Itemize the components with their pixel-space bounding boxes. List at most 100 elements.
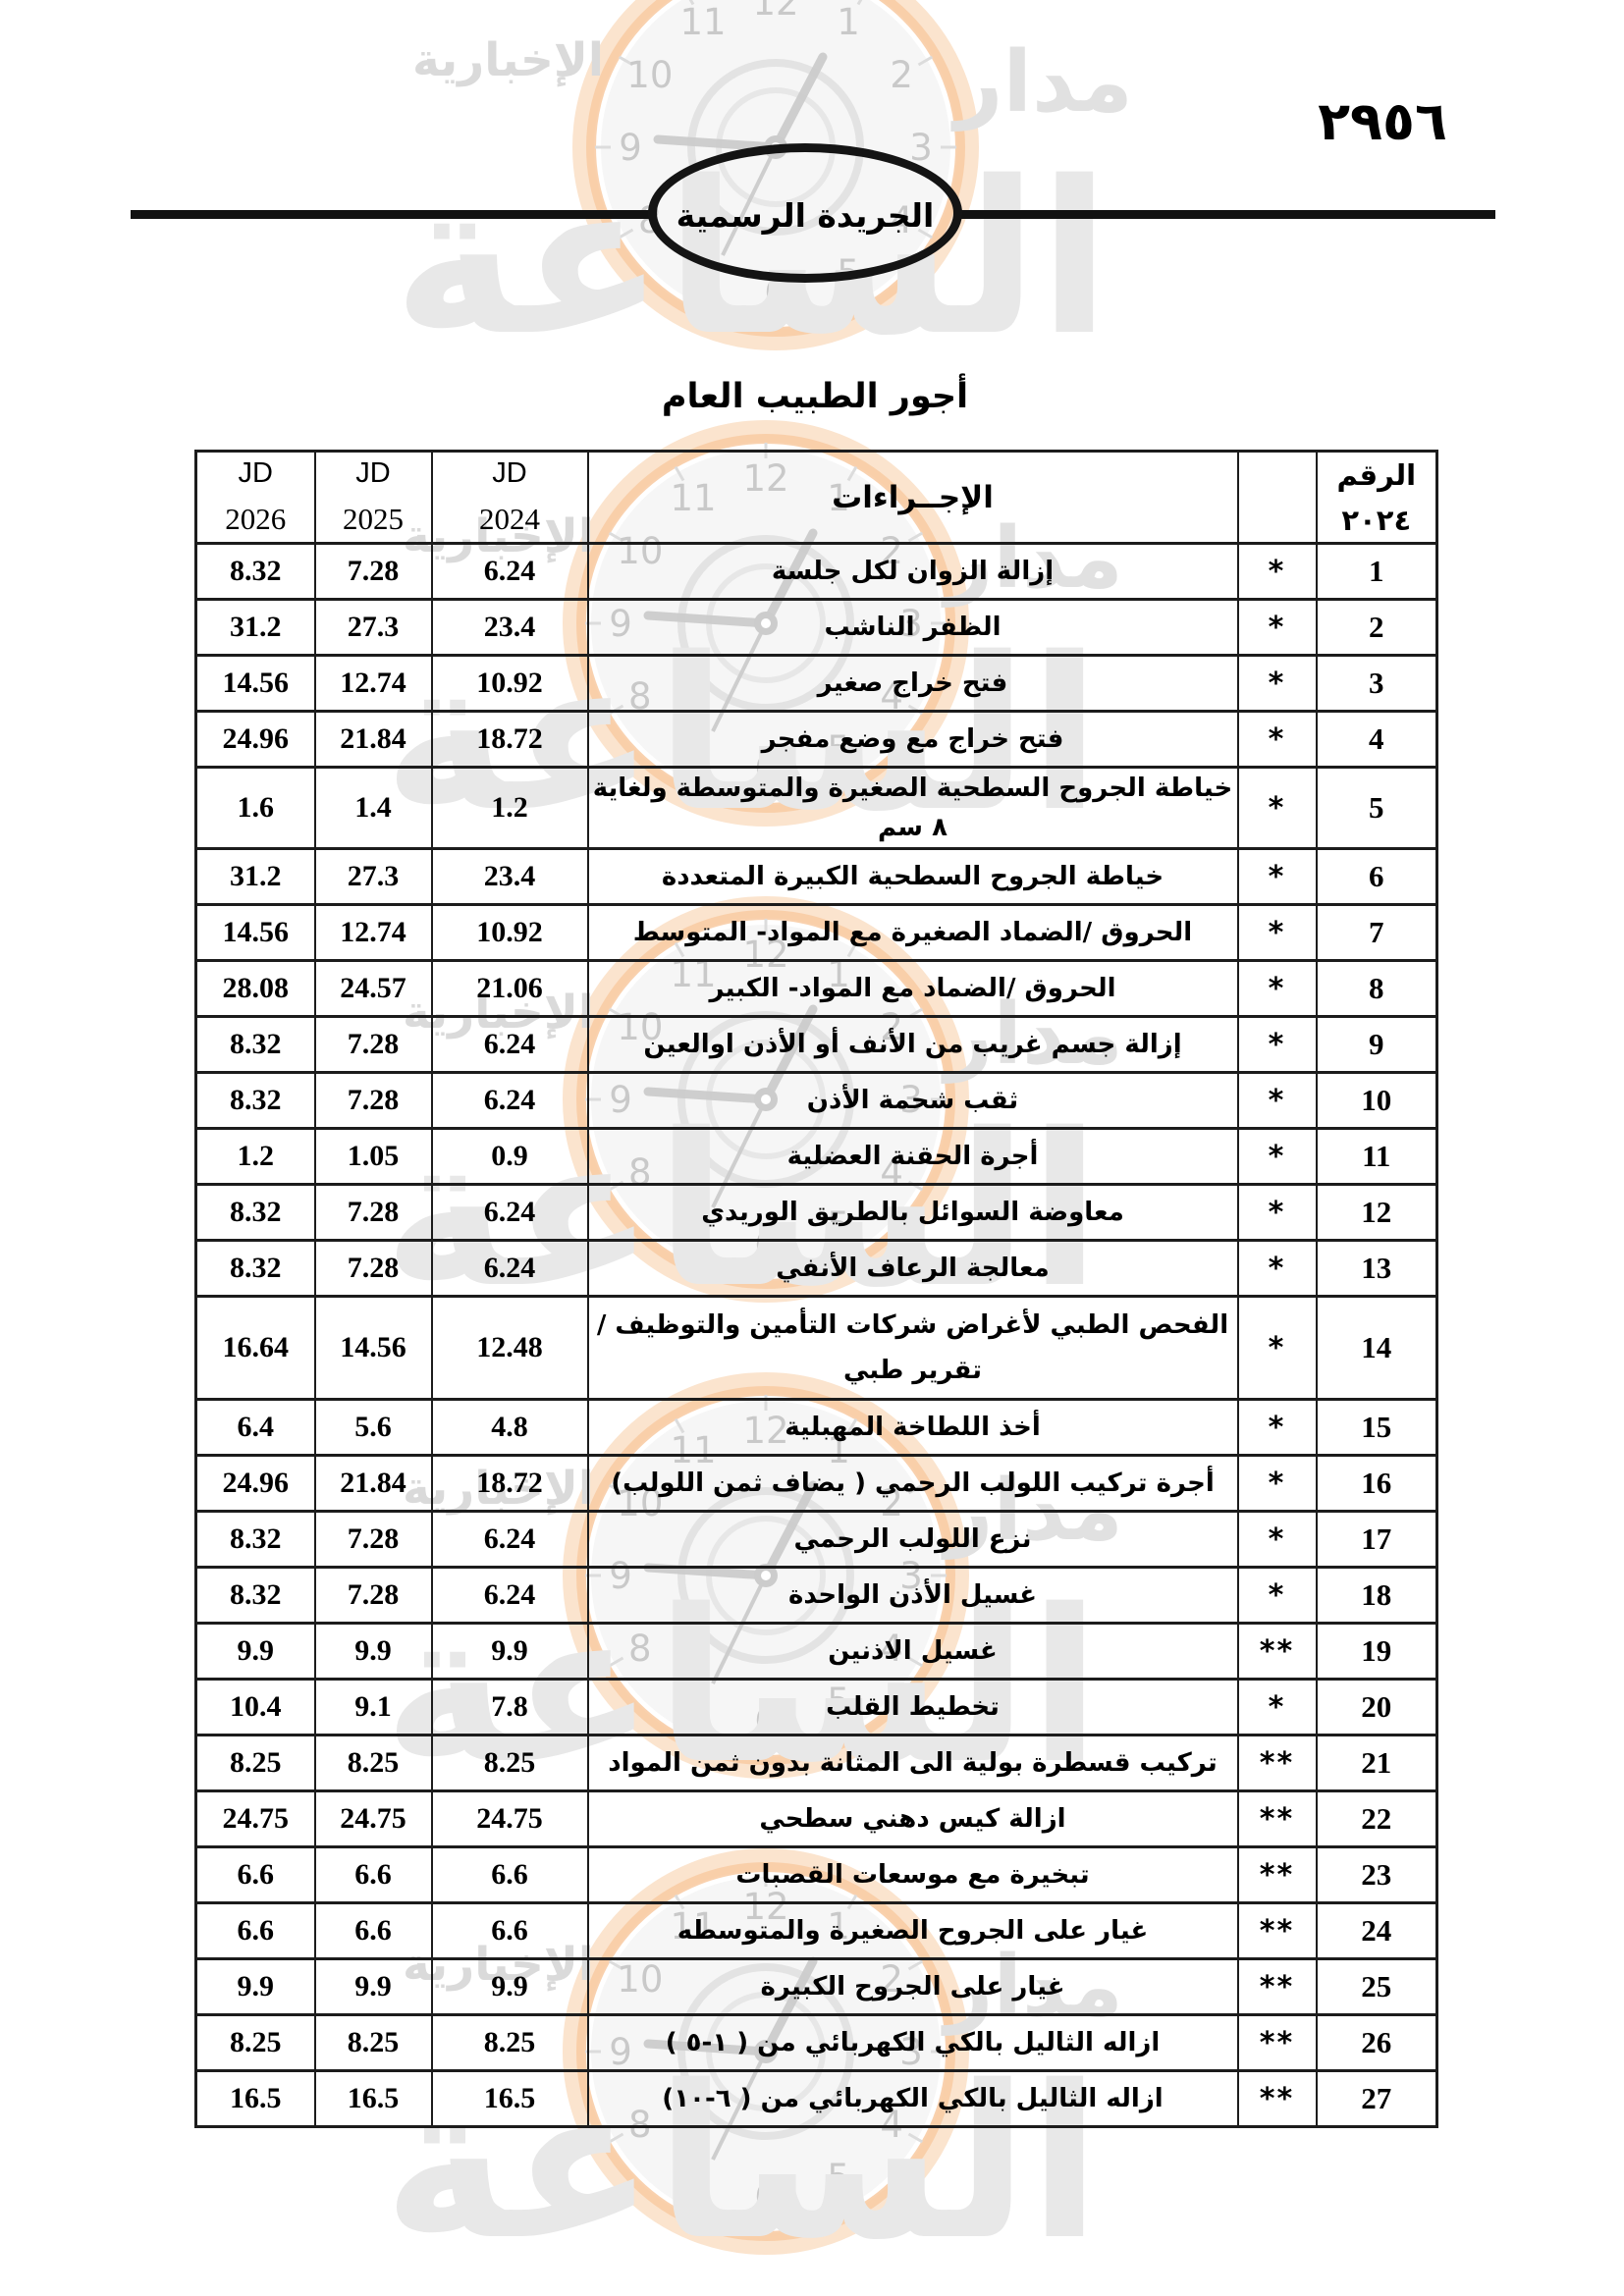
fee-2024-cell: 8.25 [430, 1734, 589, 1792]
fee-2026-cell: 6.6 [194, 1845, 316, 1904]
fee-2026-cell: 31.2 [194, 847, 316, 906]
table-row: 14 * الفحص الطبي لأغراض شركات التأمين والت… [194, 1295, 1438, 1401]
row-number-cell: 3 [1315, 654, 1438, 713]
fee-2025-cell: 7.28 [313, 542, 433, 601]
procedure-cell: تبخيرة مع موسعات القصبات [586, 1845, 1239, 1904]
fee-2026-cell: 24.96 [194, 710, 316, 769]
fee-2025-cell: 5.6 [313, 1398, 433, 1457]
fee-2026-cell: 28.08 [194, 959, 316, 1018]
row-number-cell: 16 [1315, 1454, 1438, 1513]
stars-cell: ** [1236, 2069, 1318, 2128]
fee-2026-cell: 6.4 [194, 1398, 316, 1457]
stars-cell: * [1236, 1678, 1318, 1736]
stars-cell: ** [1236, 1957, 1318, 2016]
procedure-cell: فتح خراج مع وضع مفجر [586, 710, 1239, 769]
fee-2026-cell: 9.9 [194, 1957, 316, 2016]
fee-2024-cell: 6.24 [430, 542, 589, 601]
row-number-cell: 26 [1315, 2013, 1438, 2072]
row-number-cell: 20 [1315, 1678, 1438, 1736]
table-row: 20 * تخطيط القلب 7.8 9.1 10.4 [194, 1678, 1438, 1736]
procedure-cell: الظفر الناشب [586, 598, 1239, 657]
procedure-cell: خياطة الجروح السطحية الصغيرة والمتوسطة و… [586, 766, 1239, 850]
col-header-2026-currency: JD [238, 457, 273, 489]
table-row: 2 * الظفر الناشب 23.4 27.3 31.2 [194, 598, 1438, 657]
page-number: ٢٩٥٦ [1318, 90, 1447, 152]
fee-2024-cell: 6.24 [430, 1566, 589, 1625]
fee-2026-cell: 1.6 [194, 766, 316, 850]
fee-2026-cell: 1.2 [194, 1127, 316, 1186]
fee-2024-cell: 18.72 [430, 1454, 589, 1513]
fee-2025-cell: 9.9 [313, 1957, 433, 2016]
table-row: 5 * خياطة الجروح السطحية الصغيرة والمتوسطة… [194, 766, 1438, 850]
row-number-cell: 12 [1315, 1183, 1438, 1242]
masthead-ellipse: الجريدة الرسمية [648, 143, 962, 283]
table-row: 6 * خياطة الجروح السطحية الكبيرة المتعددة 2… [194, 847, 1438, 906]
col-header-2025-currency: JD [355, 457, 391, 489]
procedure-cell: إزالة جسم غريب من الأنف أو الأذن اوالعين [586, 1015, 1239, 1074]
row-number-cell: 7 [1315, 903, 1438, 962]
table-row: 17 * نزع اللولب الرحمي 6.24 7.28 8.32 [194, 1510, 1438, 1569]
table-row: 9 * إزالة جسم غريب من الأنف أو الأذن اوالع… [194, 1015, 1438, 1074]
stars-cell: * [1236, 1239, 1318, 1298]
fee-2026-cell: 24.75 [194, 1789, 316, 1848]
fee-2024-cell: 7.8 [430, 1678, 589, 1736]
col-header-2024-currency: JD [492, 457, 527, 489]
fee-2025-cell: 7.28 [313, 1015, 433, 1074]
fee-2024-cell: 10.92 [430, 654, 589, 713]
stars-cell: * [1236, 1183, 1318, 1242]
clock-numeral: 6 [754, 2176, 778, 2218]
fee-2026-cell: 9.9 [194, 1622, 316, 1681]
fee-2025-cell: 24.75 [313, 1789, 433, 1848]
stars-cell: * [1236, 847, 1318, 906]
row-number-cell: 22 [1315, 1789, 1438, 1848]
fee-2026-cell: 8.32 [194, 1183, 316, 1242]
row-number-cell: 9 [1315, 1015, 1438, 1074]
table-row: 4 * فتح خراج مع وضع مفجر 18.72 21.84 24.96 [194, 710, 1438, 769]
row-number-cell: 1 [1315, 542, 1438, 601]
table-row: 8 * الحروق /الضماد مع المواد- الكبير 21.06 2… [194, 959, 1438, 1018]
col-header-2025-year: 2025 [343, 502, 404, 536]
fee-2024-cell: 16.5 [430, 2069, 589, 2128]
procedure-cell: الفحص الطبي لأغراض شركات التأمين والتوظي… [586, 1295, 1239, 1401]
table-row: 15 * أخذ اللطاخة المهبلية 4.8 5.6 6.4 [194, 1398, 1438, 1457]
watermark-brand-name: مدار [954, 33, 1133, 132]
stars-cell: * [1236, 1015, 1318, 1074]
fee-2026-cell: 8.32 [194, 1015, 316, 1074]
table-row: 19 ** غسيل الاذنين 9.9 9.9 9.9 [194, 1622, 1438, 1681]
procedure-cell: نزع اللولب الرحمي [586, 1510, 1239, 1569]
fee-2025-cell: 8.25 [313, 2013, 433, 2072]
fee-2025-cell: 12.74 [313, 903, 433, 962]
fee-2024-cell: 23.4 [430, 598, 589, 657]
col-header-2024-year: 2024 [479, 502, 540, 536]
row-number-cell: 8 [1315, 959, 1438, 1018]
row-number-cell: 11 [1315, 1127, 1438, 1186]
fee-2025-cell: 7.28 [313, 1510, 433, 1569]
procedure-cell: معالجة الرعاف الأنفي [586, 1239, 1239, 1298]
fee-2024-cell: 6.24 [430, 1015, 589, 1074]
fee-2026-cell: 8.32 [194, 1239, 316, 1298]
fee-2024-cell: 6.24 [430, 1510, 589, 1569]
stars-cell: * [1236, 1510, 1318, 1569]
fee-2024-cell: 0.9 [430, 1127, 589, 1186]
procedure-cell: معاوضة السوائل بالطريق الوريدي [586, 1183, 1239, 1242]
procedure-cell: ثقب شحمة الأذن [586, 1071, 1239, 1130]
fee-2025-cell: 14.56 [313, 1295, 433, 1401]
procedure-cell: ازاله الثاليل بالكي الكهربائي من ( ٦-١٠) [586, 2069, 1239, 2128]
procedure-cell: غسيل الاذنين [586, 1622, 1239, 1681]
clock-numeral: 11 [679, 1, 726, 43]
fee-2025-cell: 7.28 [313, 1071, 433, 1130]
row-number-cell: 4 [1315, 710, 1438, 769]
col-header-2026-year: 2026 [225, 502, 287, 536]
table-row: 24 ** غيار على الجروح الصغيرة والمتوسطه 6.6… [194, 1901, 1438, 1960]
fee-2024-cell: 8.25 [430, 2013, 589, 2072]
fee-2025-cell: 24.57 [313, 959, 433, 1018]
table-row: 22 ** ازالة كيس دهني سطحي 24.75 24.75 24.75 [194, 1789, 1438, 1848]
table-row: 16 * أجرة تركيب اللولب الرحمي ( يضاف ثمن ا… [194, 1454, 1438, 1513]
clock-numeral: 9 [619, 127, 642, 169]
clock-numeral: 12 [752, 0, 798, 24]
fee-2024-cell: 24.75 [430, 1789, 589, 1848]
row-number-cell: 14 [1315, 1295, 1438, 1401]
fee-2025-cell: 7.28 [313, 1239, 433, 1298]
fees-table-body: 1 * إزالة الزوان لكل جلسة 6.24 7.28 8.32 2 * الظ… [194, 542, 1438, 2128]
